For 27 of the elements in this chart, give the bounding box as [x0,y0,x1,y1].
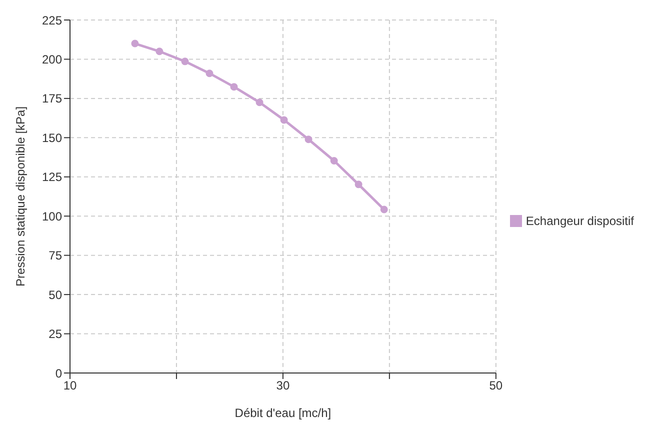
point [181,58,189,66]
y-tick-label: 150 [42,130,62,145]
point [280,116,288,124]
y-tick-label: 25 [48,327,62,342]
point [131,40,139,48]
legend-label: Echangeur dispositif [526,214,634,228]
point [304,136,312,144]
y-tick-label: 225 [42,13,62,28]
point [330,156,338,164]
point [354,180,362,188]
y-tick-label: 175 [42,92,62,106]
y-tick-label: 0 [55,366,62,380]
x-axis-title: Débit d'eau [mc/h] [234,406,332,420]
y-tick-label: 50 [48,288,62,302]
y-tick-label: 200 [42,52,62,66]
x-tick-label: 50 [489,378,503,393]
y-axis-title: Pression statique disponible [kPa] [13,106,28,287]
point [156,48,164,56]
y-tick-label: 75 [48,248,62,263]
y-tick-label: 125 [42,170,62,184]
point [256,98,264,106]
point [206,70,214,78]
y-tick-label: 100 [42,209,62,224]
x-tick-label: 30 [276,378,290,393]
x-tick-label: 10 [63,378,77,393]
point [230,83,238,91]
point [380,206,388,214]
